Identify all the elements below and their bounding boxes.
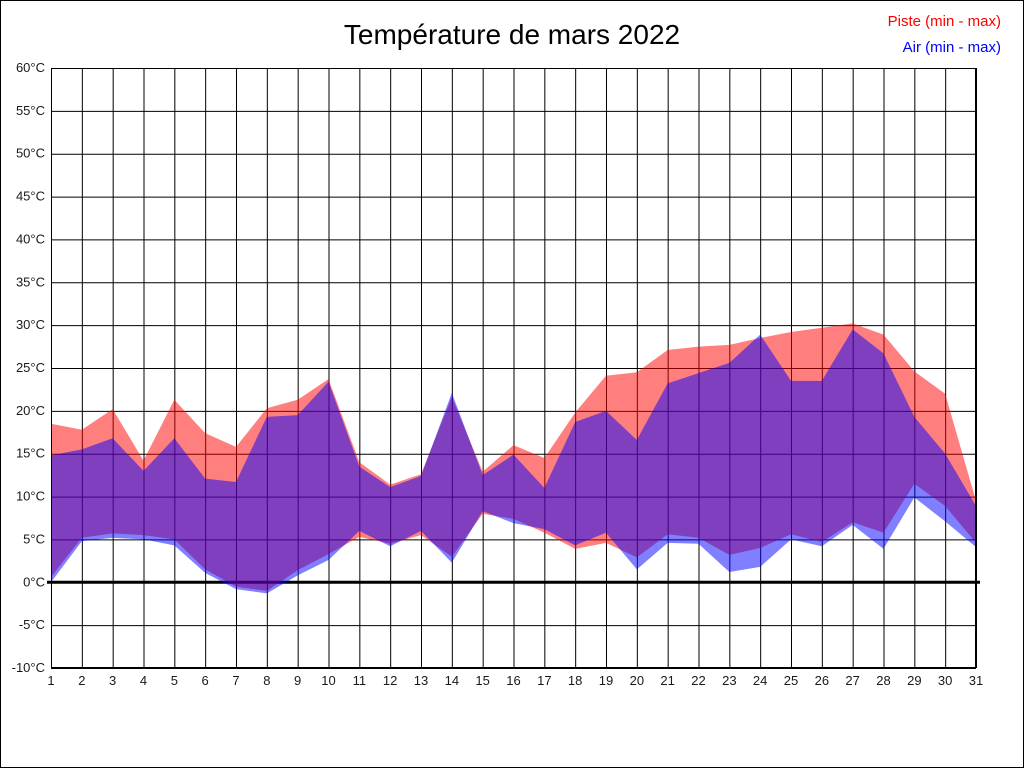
legend-item-air: Air (min - max) [902,39,1001,56]
svg-text:25: 25 [784,673,798,688]
svg-text:27: 27 [845,673,859,688]
svg-text:19: 19 [599,673,613,688]
svg-text:10°C: 10°C [16,489,45,504]
svg-text:21: 21 [660,673,674,688]
svg-text:31: 31 [969,673,983,688]
svg-text:8: 8 [263,673,270,688]
svg-text:60°C: 60°C [16,60,45,75]
svg-text:30°C: 30°C [16,317,45,332]
svg-text:30: 30 [938,673,952,688]
svg-text:12: 12 [383,673,397,688]
svg-text:-10°C: -10°C [12,660,45,675]
svg-text:28: 28 [876,673,890,688]
svg-text:22: 22 [691,673,705,688]
legend-item-piste: Piste (min - max) [887,13,1001,30]
svg-text:4: 4 [140,673,147,688]
svg-text:20°C: 20°C [16,403,45,418]
svg-text:1: 1 [47,673,54,688]
svg-text:10: 10 [321,673,335,688]
svg-text:15°C: 15°C [16,446,45,461]
svg-text:24: 24 [753,673,767,688]
svg-text:29: 29 [907,673,921,688]
svg-text:20: 20 [630,673,644,688]
chart-title: Température de mars 2022 [343,19,681,50]
svg-text:50°C: 50°C [16,146,45,161]
chart-legend: Piste (min - max) Air (min - max) [888,9,1001,61]
svg-text:35°C: 35°C [16,274,45,289]
y-axis-labels: 60°C 55°C 50°C 45°C 40°C 35°C 30°C 25°C 20°C 15°C… [12,60,45,675]
svg-text:55°C: 55°C [16,103,45,118]
svg-text:13: 13 [414,673,428,688]
svg-text:-5°C: -5°C [19,617,45,632]
svg-text:23: 23 [722,673,736,688]
svg-text:0°C: 0°C [23,574,45,589]
svg-text:3: 3 [109,673,116,688]
svg-text:45°C: 45°C [16,189,45,204]
svg-text:25°C: 25°C [16,360,45,375]
svg-text:17: 17 [537,673,551,688]
svg-text:6: 6 [202,673,209,688]
plot-border [51,68,976,668]
svg-text:40°C: 40°C [16,231,45,246]
svg-text:18: 18 [568,673,582,688]
svg-text:14: 14 [445,673,459,688]
svg-text:7: 7 [232,673,239,688]
svg-text:16: 16 [506,673,520,688]
svg-text:15: 15 [475,673,489,688]
svg-text:2: 2 [78,673,85,688]
svg-text:5°C: 5°C [23,531,45,546]
svg-text:11: 11 [353,673,367,688]
svg-text:5: 5 [171,673,178,688]
air-range-area [51,329,976,594]
svg-text:9: 9 [294,673,301,688]
svg-text:26: 26 [815,673,829,688]
x-axis-labels: 1 2 3 4 5 6 7 8 9 10 11 12 13 14 15 16 17 18 19 20 21 22 23 24 2… [47,673,983,688]
